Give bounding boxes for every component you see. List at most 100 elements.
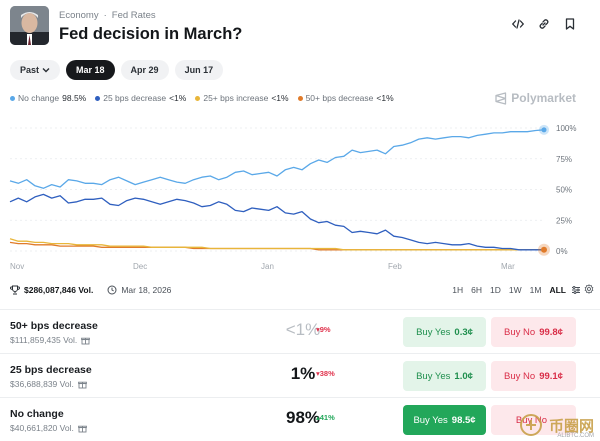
outcome-volume-value: $111,859,435 Vol. <box>10 335 78 345</box>
range-6h[interactable]: 6H <box>471 285 483 295</box>
buy-no-label: Buy No <box>504 326 536 338</box>
page-title: Fed decision in March? <box>59 25 243 43</box>
range-1h[interactable]: 1H <box>452 285 464 295</box>
watermark-subtext: ALIBTC.COM <box>557 433 594 439</box>
legend-label: 25+ bps increase <box>203 93 269 103</box>
outcome-volume: $111,859,435 Vol. <box>10 335 91 345</box>
x-tick-label: Nov <box>10 262 24 271</box>
buy-no-price: 99.1¢ <box>539 370 563 382</box>
y-tick-label: 100% <box>556 124 576 133</box>
legend-dot <box>95 95 101 101</box>
buy-yes-label: Buy Yes <box>416 326 451 338</box>
time-range-selector: 1H 6H 1D 1W 1M ALL <box>452 285 566 295</box>
polymarket-logo-icon <box>495 91 507 105</box>
outcome-probability: 1% <box>290 364 316 383</box>
outcome-change: ▴41% <box>316 413 335 422</box>
outcome-row-no-change[interactable]: No change $40,661,820 Vol. 98% ▴41% Buy … <box>0 397 600 441</box>
outcome-probability: <1% <box>285 320 321 339</box>
buy-yes-price: 1.0¢ <box>454 370 473 382</box>
watermark: 币圈网 ALIBTC.COM <box>519 413 594 439</box>
y-tick-label: 50% <box>556 186 572 195</box>
date-tabs: Past Mar 18 Apr 29 Jun 17 <box>10 60 224 80</box>
outcome-probability: 98% <box>285 408 321 427</box>
buy-no-button[interactable]: Buy No 99.1¢ <box>491 361 576 391</box>
outcome-label: 25 bps decrease <box>10 364 92 376</box>
tab-past[interactable]: Past <box>10 60 61 80</box>
chevron-down-icon <box>42 68 50 73</box>
breadcrumb-separator: · <box>103 10 107 21</box>
y-tick-label: 25% <box>556 216 572 225</box>
y-tick-label: 0% <box>556 247 568 256</box>
total-volume: $286,087,846 Vol. <box>24 285 94 295</box>
end-marker <box>541 127 547 133</box>
legend-25-plus-bps-increase: 25+ bps increase <1% <box>195 93 289 103</box>
range-1d[interactable]: 1D <box>490 285 501 295</box>
x-tick-label: Mar <box>501 262 515 271</box>
breadcrumb-fed-rates[interactable]: Fed Rates <box>111 10 156 21</box>
watermark-logo-icon <box>519 414 542 436</box>
tab-apr-29[interactable]: Apr 29 <box>120 60 169 80</box>
brand-name: Polymarket <box>511 91 576 105</box>
breadcrumb: Economy · Fed Rates <box>59 10 156 21</box>
legend-label: No change <box>18 93 60 103</box>
buy-no-label: Buy No <box>504 370 536 382</box>
range-1m[interactable]: 1M <box>529 285 542 295</box>
legend-value: <1% <box>169 93 187 103</box>
watermark-text: 币圈网 <box>548 417 594 435</box>
gift-icon <box>77 381 87 388</box>
tab-jun-17[interactable]: Jun 17 <box>174 60 224 80</box>
date-stat: Mar 18, 2026 <box>107 285 171 295</box>
buy-no-price: 99.8¢ <box>539 326 563 338</box>
legend-dot <box>195 95 201 101</box>
outcome-label: 50+ bps decrease <box>10 320 98 332</box>
resolution-date: Mar 18, 2026 <box>121 285 172 295</box>
buy-no-button[interactable]: Buy No 99.8¢ <box>491 317 576 347</box>
legend-50-plus-bps-decrease: 50+ bps decrease <1% <box>297 93 394 103</box>
outcome-volume-value: $40,661,820 Vol. <box>10 423 74 433</box>
embed-code-icon[interactable] <box>511 17 524 30</box>
x-tick-label: Dec <box>133 262 147 271</box>
legend-dot <box>10 95 15 101</box>
buy-yes-price: 0.3¢ <box>454 326 473 338</box>
outcome-row-50-plus-bps-decrease[interactable]: 50+ bps decrease $111,859,435 Vol. <1% ▾… <box>0 309 600 353</box>
x-tick-label: Jan <box>261 262 274 271</box>
outcome-label: No change <box>10 408 64 420</box>
link-icon[interactable] <box>537 17 550 30</box>
trophy-icon <box>10 285 20 295</box>
bookmark-icon[interactable] <box>563 17 576 30</box>
y-tick-label: 75% <box>556 155 572 164</box>
buy-yes-label: Buy Yes <box>416 370 451 382</box>
filter-sliders-icon[interactable] <box>571 285 581 295</box>
legend-value: <1% <box>271 93 289 103</box>
outcome-change: ▾38% <box>316 369 335 378</box>
buy-yes-button[interactable]: Buy Yes 0.3¢ <box>403 317 486 347</box>
market-thumbnail <box>10 6 49 45</box>
header-actions <box>511 17 576 30</box>
legend-no-change: No change 98.5% <box>10 93 86 103</box>
legend-value: <1% <box>376 93 394 103</box>
x-tick-label: Feb <box>388 262 402 271</box>
range-1w[interactable]: 1W <box>508 285 522 295</box>
clock-icon <box>107 285 117 295</box>
range-all[interactable]: ALL <box>549 285 566 295</box>
legend-label: 50+ bps decrease <box>305 93 374 103</box>
gear-icon[interactable] <box>584 284 594 294</box>
breadcrumb-economy[interactable]: Economy <box>59 10 99 21</box>
gift-icon <box>81 337 91 344</box>
polymarket-brand: Polymarket <box>495 91 576 105</box>
tab-mar-18[interactable]: Mar 18 <box>66 60 115 80</box>
probability-chart[interactable]: 100% 75% 50% 25% 0% Nov Dec Jan Feb Mar <box>0 110 600 280</box>
series-line-25-bps-increase <box>9 238 544 251</box>
tab-past-label: Past <box>20 65 40 75</box>
legend-label: 25 bps decrease <box>103 93 167 103</box>
chart-legend: No change 98.5% 25 bps decrease <1% 25+ bp… <box>10 93 394 103</box>
legend-25-bps-decrease: 25 bps decrease <1% <box>95 93 186 103</box>
buy-yes-button[interactable]: Buy Yes 98.5¢ <box>403 405 486 435</box>
buy-yes-price: 98.5¢ <box>451 414 476 426</box>
buy-yes-button[interactable]: Buy Yes 1.0¢ <box>403 361 486 391</box>
outcome-row-25-bps-decrease[interactable]: 25 bps decrease $36,688,839 Vol. 1% ▾38%… <box>0 353 600 397</box>
outcome-volume: $36,688,839 Vol. <box>10 379 87 389</box>
gift-icon <box>77 425 87 432</box>
outcome-volume-value: $36,688,839 Vol. <box>10 379 74 389</box>
outcome-volume: $40,661,820 Vol. <box>10 423 87 433</box>
